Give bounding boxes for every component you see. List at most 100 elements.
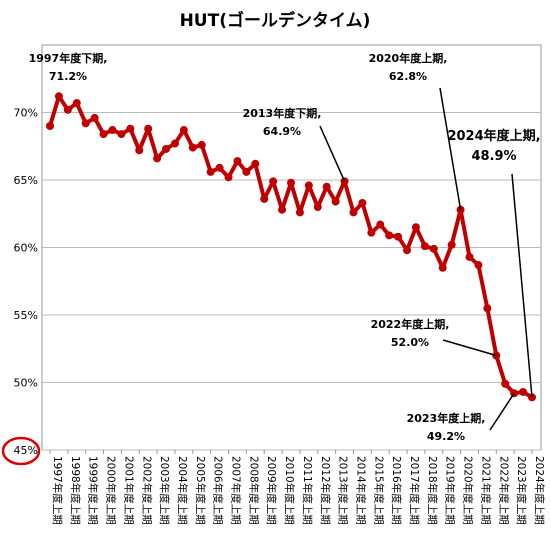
annotation: 52.0% — [391, 336, 429, 349]
x-tick-label: 2003年度上期 — [158, 456, 171, 525]
highlight-circle — [1, 436, 41, 466]
annotation: 2024年度上期, — [447, 128, 540, 144]
data-point — [224, 173, 233, 182]
x-tick-label: 2022年度上期 — [497, 456, 510, 525]
annotation: 62.8% — [389, 70, 427, 83]
annotation-leader — [442, 339, 497, 357]
x-tick-label: 2008年度上期 — [247, 456, 260, 525]
data-point — [206, 167, 215, 176]
x-tick-label: 2020年度上期 — [462, 456, 475, 525]
data-point — [501, 379, 510, 388]
data-point — [260, 194, 269, 203]
y-tick-label: 70% — [14, 107, 38, 120]
annotation: 2013年度下期, — [243, 106, 322, 120]
annotation: 71.2% — [49, 70, 87, 83]
data-point — [144, 124, 153, 133]
annotation: 1997年度下期, — [29, 51, 108, 65]
data-point — [376, 220, 385, 229]
data-point — [278, 205, 287, 214]
data-point — [295, 208, 304, 217]
data-point — [54, 92, 63, 101]
x-tick-label: 2017年度上期 — [408, 456, 421, 525]
x-tick-label: 2005年度上期 — [194, 456, 207, 525]
data-point — [403, 246, 412, 255]
data-point — [269, 177, 278, 186]
y-tick-label: 65% — [14, 174, 38, 187]
x-tick-label: 2015年度上期 — [372, 456, 385, 525]
annotation: 2020年度上期, — [369, 51, 448, 65]
data-point — [135, 146, 144, 155]
x-tick-label: 2010年度上期 — [283, 456, 296, 525]
data-point — [394, 232, 403, 241]
x-tick-label: 2024年度上期 — [533, 456, 546, 525]
x-tick-label: 2012年度上期 — [319, 456, 332, 525]
annotation: 48.9% — [471, 149, 516, 164]
x-tick-label: 1998年度上期 — [69, 456, 82, 525]
x-tick-label: 2009年度上期 — [265, 456, 278, 525]
annotation-leader — [489, 392, 515, 431]
annotation: 2023年度上期, — [407, 411, 486, 425]
x-tick-label: 2006年度上期 — [212, 456, 225, 525]
data-point — [358, 198, 367, 207]
data-point — [287, 178, 295, 187]
y-tick-label: 50% — [14, 377, 38, 390]
data-point — [81, 119, 90, 128]
data-point — [90, 113, 99, 122]
data-point — [251, 159, 260, 168]
annotation: 2022年度上期, — [371, 317, 450, 331]
annotation-leader — [439, 87, 462, 210]
data-point — [108, 126, 117, 135]
data-point — [63, 105, 72, 114]
data-point — [411, 223, 420, 232]
data-point — [429, 244, 438, 253]
data-point — [72, 99, 81, 108]
x-tick-label: 2011年度上期 — [301, 456, 314, 525]
annotation: 64.9% — [263, 125, 301, 138]
data-point — [162, 144, 171, 153]
data-point — [99, 130, 108, 139]
data-point — [331, 197, 340, 206]
x-tick-label: 2018年度上期 — [426, 456, 439, 525]
data-point — [465, 252, 474, 261]
x-tick-label: 2000年度上期 — [105, 456, 118, 525]
x-tick-label: 2007年度上期 — [230, 456, 243, 525]
data-point — [322, 182, 331, 191]
data-point — [447, 240, 456, 249]
x-tick-label: 2004年度上期 — [176, 456, 189, 525]
data-point — [126, 124, 135, 133]
data-point — [519, 387, 528, 396]
x-tick-label: 2016年度上期 — [390, 456, 403, 525]
data-point — [242, 167, 251, 176]
x-tick-label: 1999年度上期 — [87, 456, 100, 525]
y-tick-label: 55% — [14, 309, 38, 322]
data-point — [349, 208, 358, 217]
data-point — [170, 139, 179, 148]
data-point — [46, 122, 54, 130]
x-tick-label: 2019年度上期 — [444, 456, 457, 525]
data-point — [367, 228, 376, 237]
annotation: 49.2% — [427, 430, 465, 443]
data-point — [153, 154, 162, 163]
data-point — [233, 157, 242, 166]
x-tick-label: 2014年度上期 — [354, 456, 367, 525]
y-tick-label: 60% — [14, 242, 38, 255]
chart-title: HUT(ゴールデンタイム) — [180, 10, 371, 31]
x-tick-label: 2001年度上期 — [122, 456, 135, 525]
data-point — [179, 126, 188, 135]
data-point — [483, 304, 492, 313]
x-tick-label: 2023年度上期 — [515, 456, 528, 525]
data-point — [420, 242, 429, 251]
data-point — [313, 203, 322, 211]
data-point — [215, 163, 224, 172]
data-point — [385, 231, 394, 240]
x-tick-label: 2021年度上期 — [479, 456, 492, 525]
annotation-leader — [319, 125, 346, 182]
data-point — [188, 143, 197, 152]
x-tick-label: 2013年度上期 — [337, 456, 350, 525]
data-point — [474, 261, 483, 270]
data-point — [304, 181, 313, 190]
data-point — [117, 130, 126, 139]
x-tick-label: 1997年度上期 — [51, 456, 64, 525]
